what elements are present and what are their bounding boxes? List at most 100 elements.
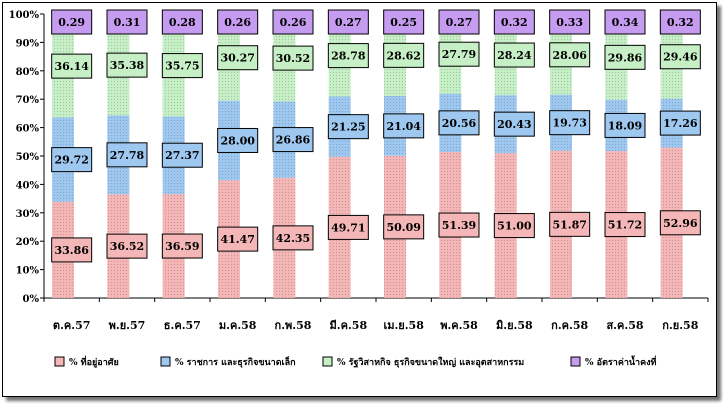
x-category-label: ธ.ค.57: [164, 319, 201, 332]
data-label: 0.34: [612, 16, 639, 29]
data-label: 27.79: [442, 48, 476, 61]
data-label: 0.31: [114, 16, 141, 29]
data-label: 26.86: [276, 134, 311, 147]
y-tick-label: 0%: [23, 294, 40, 305]
data-label-box: [604, 212, 646, 238]
data-label: 28.06: [552, 49, 587, 62]
data-label-box: [272, 9, 314, 35]
data-label-box: [217, 45, 259, 71]
data-label: 18.09: [608, 119, 642, 132]
data-label-box: [161, 9, 203, 35]
data-label-box: [106, 9, 148, 35]
legend-label: % ที่อยู่อาศัย: [69, 355, 119, 368]
data-label: 33.86: [54, 244, 89, 257]
data-label: 29.86: [608, 51, 643, 64]
data-label: 27.78: [110, 149, 145, 162]
data-label-box: [51, 9, 93, 35]
x-category-label: พ.ค.58: [440, 319, 478, 332]
data-label-box: [438, 9, 480, 35]
y-tick-label: 80%: [16, 67, 40, 78]
data-label-box: [438, 41, 480, 67]
data-label: 51.00: [497, 220, 532, 233]
data-label: 27.37: [165, 149, 199, 162]
data-label: 0.26: [280, 16, 307, 29]
data-label-box: [106, 142, 148, 168]
data-label-box: [383, 9, 425, 35]
x-category-label: มี.ค.58: [330, 319, 368, 332]
x-category-label: เม.ย.58: [383, 319, 424, 332]
data-label-box: [106, 233, 148, 259]
data-label-box: [493, 213, 535, 239]
data-label: 0.32: [667, 16, 694, 29]
data-label: 0.32: [501, 16, 528, 29]
data-label-box: [549, 9, 591, 35]
data-label: 0.27: [446, 16, 473, 29]
y-tick-label: 40%: [16, 180, 40, 191]
x-category-label: ม.ค.58: [219, 319, 257, 332]
data-label-box: [217, 226, 259, 252]
x-category-label: ก.ย.58: [662, 319, 698, 332]
data-label: 49.71: [331, 221, 365, 234]
data-label-box: [604, 9, 646, 35]
data-label: 29.72: [54, 154, 88, 167]
data-label-box: [51, 237, 93, 263]
data-label: 28.62: [386, 49, 420, 62]
x-category-label: ก.ค.58: [551, 319, 588, 332]
data-label: 36.52: [110, 240, 144, 253]
y-tick-label: 60%: [16, 124, 40, 135]
data-label: 30.27: [220, 52, 254, 65]
data-label-box: [272, 225, 314, 251]
x-category-label: ต.ค.57: [53, 319, 90, 332]
data-label: 51.87: [552, 218, 586, 231]
data-label: 19.73: [552, 117, 586, 130]
legend-label: % รัฐวิสาหกิจ ธุรกิจขนาดใหญ่ และอุตสาหกร…: [337, 356, 524, 368]
data-label: 21.25: [331, 121, 365, 134]
legend-swatch: [54, 356, 65, 367]
data-label: 35.38: [110, 59, 145, 72]
y-tick-label: 50%: [16, 152, 40, 163]
data-label-box: [327, 114, 369, 140]
data-label-box: [272, 127, 314, 153]
data-label-box: [217, 9, 259, 35]
y-tick-label: 90%: [16, 38, 40, 49]
chart-frame: 0% 10% 20% 30% 40% 50% 60% 70% 80% 90% 100% ต.ค.57 พ…: [2, 2, 717, 397]
data-label-box: [604, 112, 646, 138]
data-label-box: [438, 110, 480, 136]
data-label: 42.35: [276, 232, 310, 245]
data-label-box: [659, 110, 701, 136]
data-label-box: [549, 211, 591, 237]
y-tick-label: 20%: [16, 237, 40, 248]
legend-swatch: [160, 356, 171, 367]
data-label: 28.24: [497, 49, 532, 62]
data-label: 0.29: [58, 16, 85, 29]
data-label: 0.33: [556, 16, 583, 29]
legend-swatch: [322, 356, 333, 367]
data-label: 29.46: [663, 51, 698, 64]
legend-label: % อัตราค่าน้ำคงที่: [585, 355, 657, 368]
data-label-box: [327, 214, 369, 240]
data-label: 17.26: [663, 117, 698, 130]
data-label-box: [272, 45, 314, 71]
data-label-box: [493, 9, 535, 35]
data-label: 0.27: [335, 16, 362, 29]
data-label-box: [549, 42, 591, 68]
data-label: 20.43: [497, 118, 531, 131]
data-label-box: [549, 110, 591, 136]
data-label-box: [493, 111, 535, 137]
data-label: 21.04: [386, 120, 421, 133]
data-label: 0.26: [224, 16, 251, 29]
data-label-box: [106, 52, 148, 78]
data-label: 51.72: [608, 219, 642, 232]
data-label: 36.14: [54, 60, 89, 73]
data-label-box: [327, 43, 369, 69]
data-label-box: [493, 42, 535, 68]
data-label: 36.59: [165, 240, 199, 253]
data-label-box: [51, 147, 93, 173]
data-label-box: [438, 212, 480, 238]
data-label-box: [217, 127, 259, 153]
x-category-label: พ.ย.57: [109, 319, 146, 332]
data-label-box: [383, 42, 425, 68]
data-label: 50.09: [386, 221, 420, 234]
data-label: 35.75: [165, 60, 199, 73]
data-label-box: [659, 210, 701, 236]
